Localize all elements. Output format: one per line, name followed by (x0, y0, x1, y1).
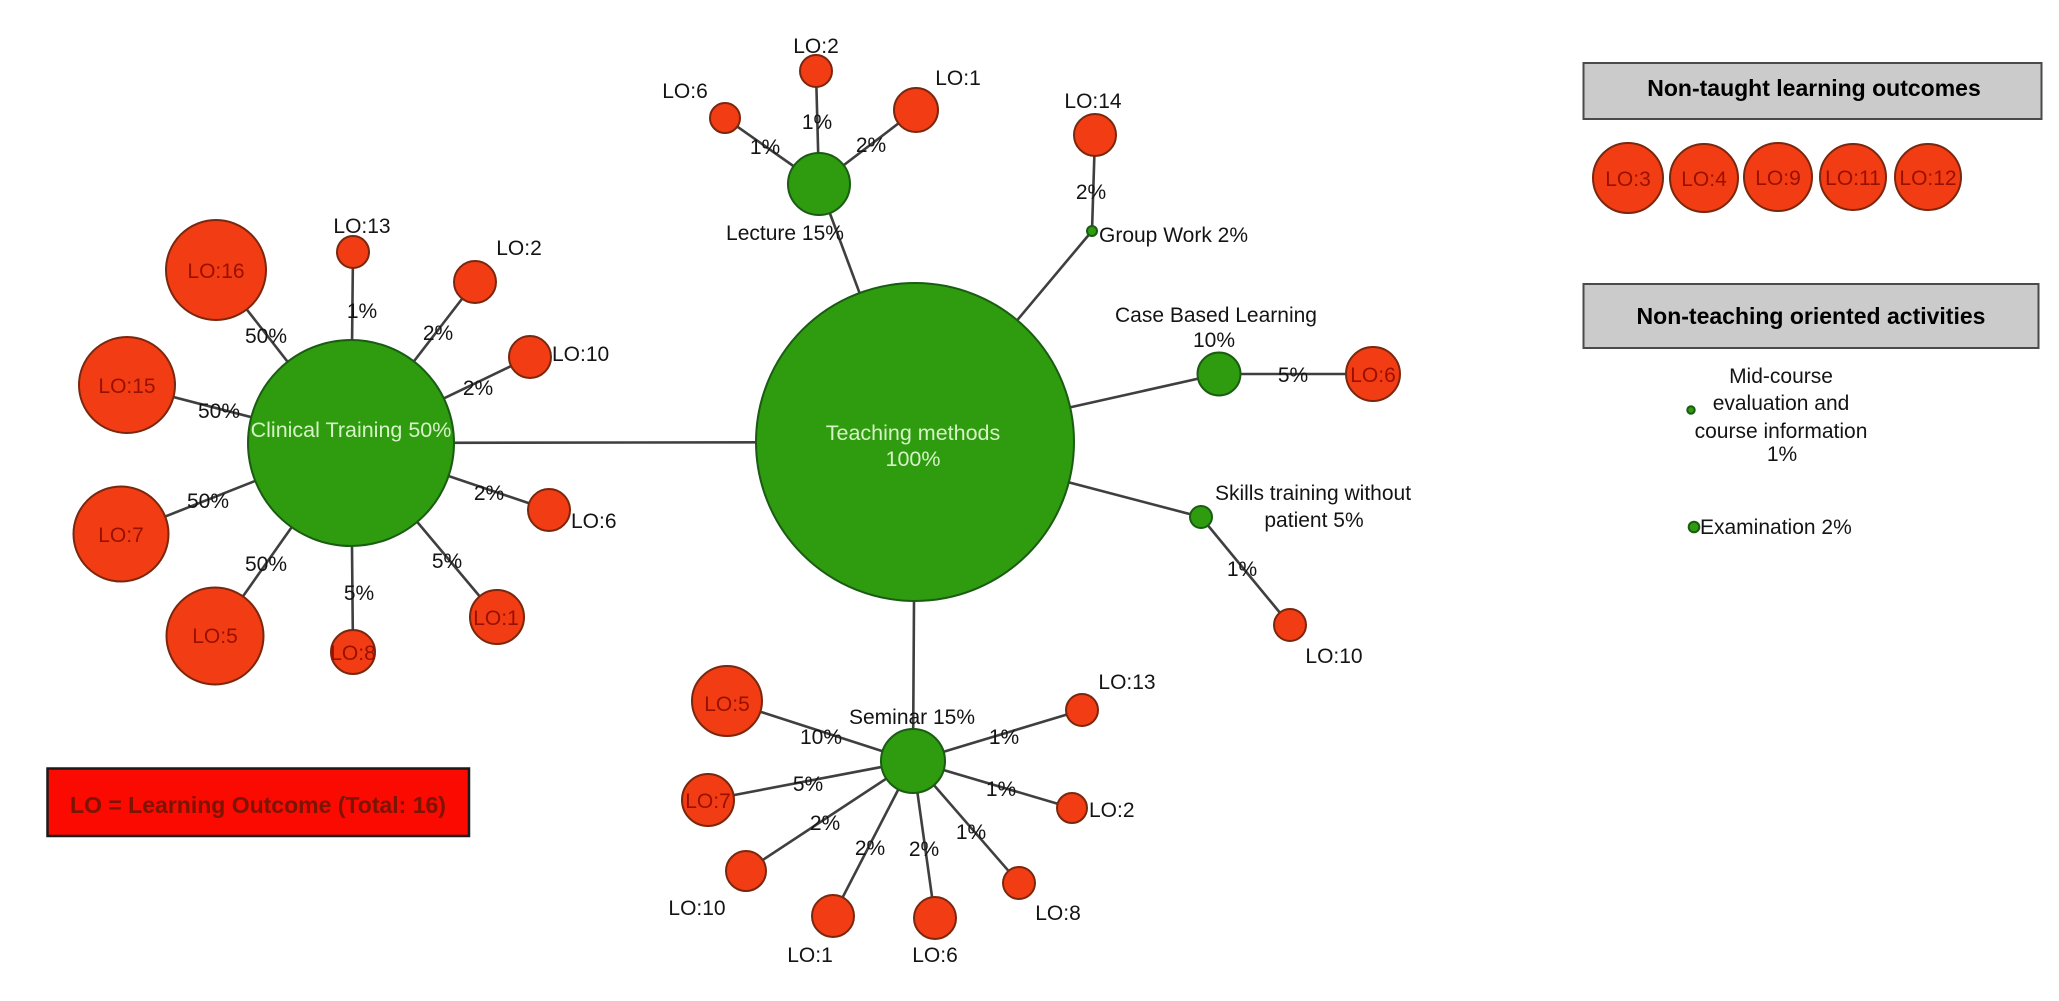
svg-text:50%: 50% (198, 400, 240, 423)
svg-text:LO:4: LO:4 (1681, 168, 1727, 191)
svg-text:1%: 1% (347, 300, 377, 323)
svg-text:LO:8: LO:8 (330, 642, 376, 665)
svg-text:Lecture 15%: Lecture 15% (726, 222, 844, 245)
svg-text:LO:16: LO:16 (187, 260, 244, 283)
svg-text:patient 5%: patient 5% (1264, 509, 1363, 532)
svg-text:Teaching methods: Teaching methods (826, 421, 1001, 445)
svg-text:2%: 2% (474, 482, 504, 505)
svg-text:Skills training without: Skills training without (1215, 482, 1411, 505)
svg-text:5%: 5% (1278, 364, 1308, 387)
svg-text:LO:2: LO:2 (793, 35, 839, 58)
svg-text:Non-taught learning outcomes: Non-taught learning outcomes (1647, 75, 1981, 101)
svg-text:2%: 2% (909, 838, 939, 861)
svg-text:1%: 1% (1227, 558, 1257, 581)
svg-text:LO:8: LO:8 (1035, 902, 1081, 925)
svg-text:Case Based Learning: Case Based Learning (1115, 304, 1317, 327)
svg-text:1%: 1% (956, 821, 986, 844)
svg-text:evaluation and: evaluation and (1713, 392, 1850, 415)
svg-text:2%: 2% (463, 377, 493, 400)
svg-text:LO:10: LO:10 (668, 897, 725, 920)
svg-text:LO:1: LO:1 (935, 67, 981, 90)
svg-text:LO:2: LO:2 (496, 237, 542, 260)
svg-text:LO:13: LO:13 (333, 215, 390, 238)
svg-text:LO:6: LO:6 (912, 944, 958, 967)
svg-text:LO:15: LO:15 (98, 375, 155, 398)
svg-text:2%: 2% (1076, 181, 1106, 204)
svg-text:LO:7: LO:7 (98, 524, 144, 547)
svg-text:1%: 1% (986, 778, 1016, 801)
svg-text:LO:3: LO:3 (1605, 168, 1651, 191)
svg-text:2%: 2% (810, 812, 840, 835)
svg-text:1%: 1% (1767, 443, 1797, 466)
svg-text:Examination 2%: Examination 2% (1700, 516, 1852, 539)
svg-text:LO:11: LO:11 (1825, 167, 1881, 190)
svg-text:10%: 10% (800, 726, 842, 749)
svg-text:1%: 1% (802, 111, 832, 134)
svg-text:LO:12: LO:12 (1899, 167, 1956, 190)
svg-text:LO:2: LO:2 (1089, 799, 1135, 822)
svg-text:Seminar 15%: Seminar 15% (849, 706, 975, 729)
svg-text:10%: 10% (1193, 329, 1235, 352)
svg-text:50%: 50% (245, 553, 287, 576)
svg-text:LO:5: LO:5 (192, 625, 238, 648)
svg-text:course information: course information (1695, 420, 1868, 443)
svg-text:Non-teaching oriented activiti: Non-teaching oriented activities (1637, 303, 1986, 329)
svg-text:LO:1: LO:1 (787, 944, 833, 967)
svg-text:2%: 2% (856, 134, 886, 157)
svg-text:50%: 50% (245, 325, 287, 348)
svg-text:50%: 50% (187, 490, 229, 513)
svg-text:LO:9: LO:9 (1755, 167, 1801, 190)
svg-text:5%: 5% (793, 773, 823, 796)
svg-text:2%: 2% (855, 837, 885, 860)
svg-text:LO:5: LO:5 (704, 693, 750, 716)
svg-text:LO:6: LO:6 (662, 80, 708, 103)
svg-text:Clinical Training 50%: Clinical Training 50% (251, 418, 452, 442)
svg-text:LO:6: LO:6 (1350, 364, 1396, 387)
svg-text:LO:7: LO:7 (685, 790, 731, 813)
svg-text:LO:6: LO:6 (571, 510, 617, 533)
svg-text:LO = Learning Outcome (Total:: LO = Learning Outcome (Total: 16) (70, 792, 446, 818)
svg-text:Mid-course: Mid-course (1729, 365, 1833, 388)
svg-text:5%: 5% (344, 582, 374, 605)
svg-text:LO:13: LO:13 (1098, 671, 1155, 694)
svg-text:LO:14: LO:14 (1064, 90, 1122, 113)
svg-text:LO:10: LO:10 (1305, 645, 1362, 668)
svg-text:2%: 2% (423, 322, 453, 345)
svg-text:1%: 1% (750, 136, 780, 159)
svg-text:100%: 100% (886, 447, 941, 471)
svg-text:1%: 1% (989, 726, 1019, 749)
svg-text:5%: 5% (432, 550, 462, 573)
svg-text:Group Work 2%: Group Work 2% (1099, 224, 1248, 247)
svg-text:LO:10: LO:10 (552, 343, 609, 366)
svg-text:LO:1: LO:1 (473, 607, 519, 630)
